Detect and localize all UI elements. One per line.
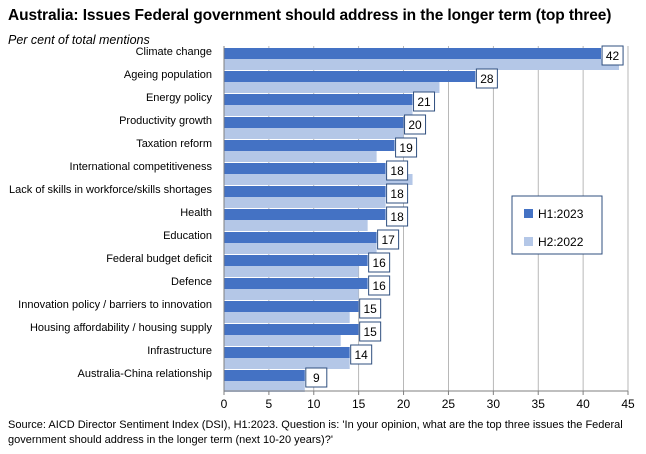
legend-swatch bbox=[524, 209, 533, 218]
data-label-box bbox=[386, 206, 409, 227]
bar-h1-2023 bbox=[224, 163, 386, 174]
x-tick-label: 40 bbox=[576, 397, 590, 411]
bars-group: 42 28 21 20 19 18 18 18 17 16 16 15 15 14 9 bbox=[224, 45, 624, 392]
bar-h2-2022 bbox=[224, 358, 350, 369]
data-label: 18 bbox=[390, 210, 404, 224]
x-tick-label: 10 bbox=[307, 397, 321, 411]
data-label: 21 bbox=[417, 95, 431, 109]
bar-h1-2023 bbox=[224, 324, 359, 335]
data-label: 14 bbox=[355, 348, 369, 362]
x-tick-label: 15 bbox=[352, 397, 366, 411]
data-label-box bbox=[359, 321, 382, 342]
x-tick-label: 45 bbox=[621, 397, 635, 411]
category-label: Defence bbox=[171, 276, 212, 288]
bar-h1-2023 bbox=[224, 140, 395, 151]
category-label: Federal budget deficit bbox=[106, 253, 212, 265]
data-label: 17 bbox=[381, 233, 395, 247]
bar-h2-2022 bbox=[224, 220, 368, 231]
data-label: 19 bbox=[399, 141, 413, 155]
bar-h1-2023 bbox=[224, 117, 404, 128]
bar-h1-2023 bbox=[224, 209, 386, 220]
x-tick-label: 0 bbox=[221, 397, 228, 411]
data-label: 16 bbox=[372, 279, 386, 293]
category-label: Energy policy bbox=[146, 92, 213, 104]
data-label: 18 bbox=[390, 164, 404, 178]
data-label: 28 bbox=[480, 72, 494, 86]
category-label: International competitiveness bbox=[70, 161, 213, 173]
data-label-box bbox=[386, 160, 409, 181]
category-label: Productivity growth bbox=[119, 115, 212, 127]
bar-h1-2023 bbox=[224, 347, 350, 358]
bar-h1-2023 bbox=[224, 94, 413, 105]
legend-label: H1:2023 bbox=[538, 207, 584, 221]
x-tick-label: 25 bbox=[442, 397, 456, 411]
category-label: Taxation reform bbox=[136, 138, 212, 150]
data-label: 20 bbox=[408, 118, 422, 132]
data-label-box bbox=[404, 114, 427, 135]
bar-h2-2022 bbox=[224, 266, 359, 277]
bar-h1-2023 bbox=[224, 232, 377, 243]
data-label-box bbox=[475, 68, 498, 89]
bar-h1-2023 bbox=[224, 48, 602, 59]
bar-h2-2022 bbox=[224, 312, 350, 323]
data-label-box bbox=[395, 137, 418, 158]
category-label: Health bbox=[180, 207, 212, 219]
bar-h2-2022 bbox=[224, 82, 440, 93]
category-label: Housing affordability / housing supply bbox=[30, 322, 213, 334]
data-label-box bbox=[413, 91, 436, 112]
data-label-box bbox=[386, 183, 409, 204]
x-tick-label: 5 bbox=[266, 397, 273, 411]
chart-title: Australia: Issues Federal government sho… bbox=[8, 7, 612, 24]
data-label: 16 bbox=[372, 256, 386, 270]
data-label: 15 bbox=[363, 302, 377, 316]
data-label-box bbox=[377, 229, 400, 250]
bar-h1-2023 bbox=[224, 301, 359, 312]
category-label: Innovation policy / barriers to innovati… bbox=[18, 299, 212, 311]
data-label: 9 bbox=[313, 371, 320, 385]
bar-h2-2022 bbox=[224, 174, 413, 185]
bar-h1-2023 bbox=[224, 71, 476, 82]
x-axis: 0 5 10 15 20 25 30 35 40 45 bbox=[221, 46, 635, 411]
bar-h2-2022 bbox=[224, 243, 377, 254]
data-label-box bbox=[368, 252, 391, 273]
category-label: Education bbox=[163, 230, 212, 242]
bar-h2-2022 bbox=[224, 335, 341, 346]
category-label: Climate change bbox=[136, 46, 212, 58]
x-tick-label: 35 bbox=[532, 397, 546, 411]
bar-h2-2022 bbox=[224, 128, 404, 139]
category-label: Infrastructure bbox=[147, 345, 212, 357]
x-tick-label: 30 bbox=[487, 397, 501, 411]
data-label-box bbox=[350, 344, 373, 365]
bar-h2-2022 bbox=[224, 105, 413, 116]
legend-swatch bbox=[524, 237, 533, 246]
data-label-box bbox=[601, 45, 624, 66]
category-labels: Climate change Ageing population Energy po… bbox=[9, 46, 212, 380]
bar-h2-2022 bbox=[224, 59, 620, 70]
data-label-box bbox=[305, 367, 328, 388]
bar-h1-2023 bbox=[224, 186, 386, 197]
data-label-box bbox=[368, 275, 391, 296]
data-label: 18 bbox=[390, 187, 404, 201]
data-label: 42 bbox=[606, 49, 620, 63]
bar-h2-2022 bbox=[224, 151, 377, 162]
category-label: Lack of skills in workforce/skills short… bbox=[9, 184, 212, 196]
x-tick-label: 20 bbox=[397, 397, 411, 411]
bar-h1-2023 bbox=[224, 255, 368, 266]
legend: H1:2023 H2:2022 bbox=[511, 195, 603, 255]
bar-h2-2022 bbox=[224, 197, 386, 208]
category-label: Australia-China relationship bbox=[77, 368, 212, 380]
bar-h2-2022 bbox=[224, 289, 359, 300]
bar-h1-2023 bbox=[224, 370, 305, 381]
category-label: Ageing population bbox=[124, 69, 212, 81]
chart-subtitle: Per cent of total mentions bbox=[8, 33, 150, 47]
bar-h1-2023 bbox=[224, 278, 368, 289]
data-label: 15 bbox=[363, 325, 377, 339]
data-label-box bbox=[359, 298, 382, 319]
bar-h2-2022 bbox=[224, 381, 305, 392]
source-note: Source: AICD Director Sentiment Index (D… bbox=[8, 419, 623, 446]
legend-label: H2:2022 bbox=[538, 235, 584, 249]
